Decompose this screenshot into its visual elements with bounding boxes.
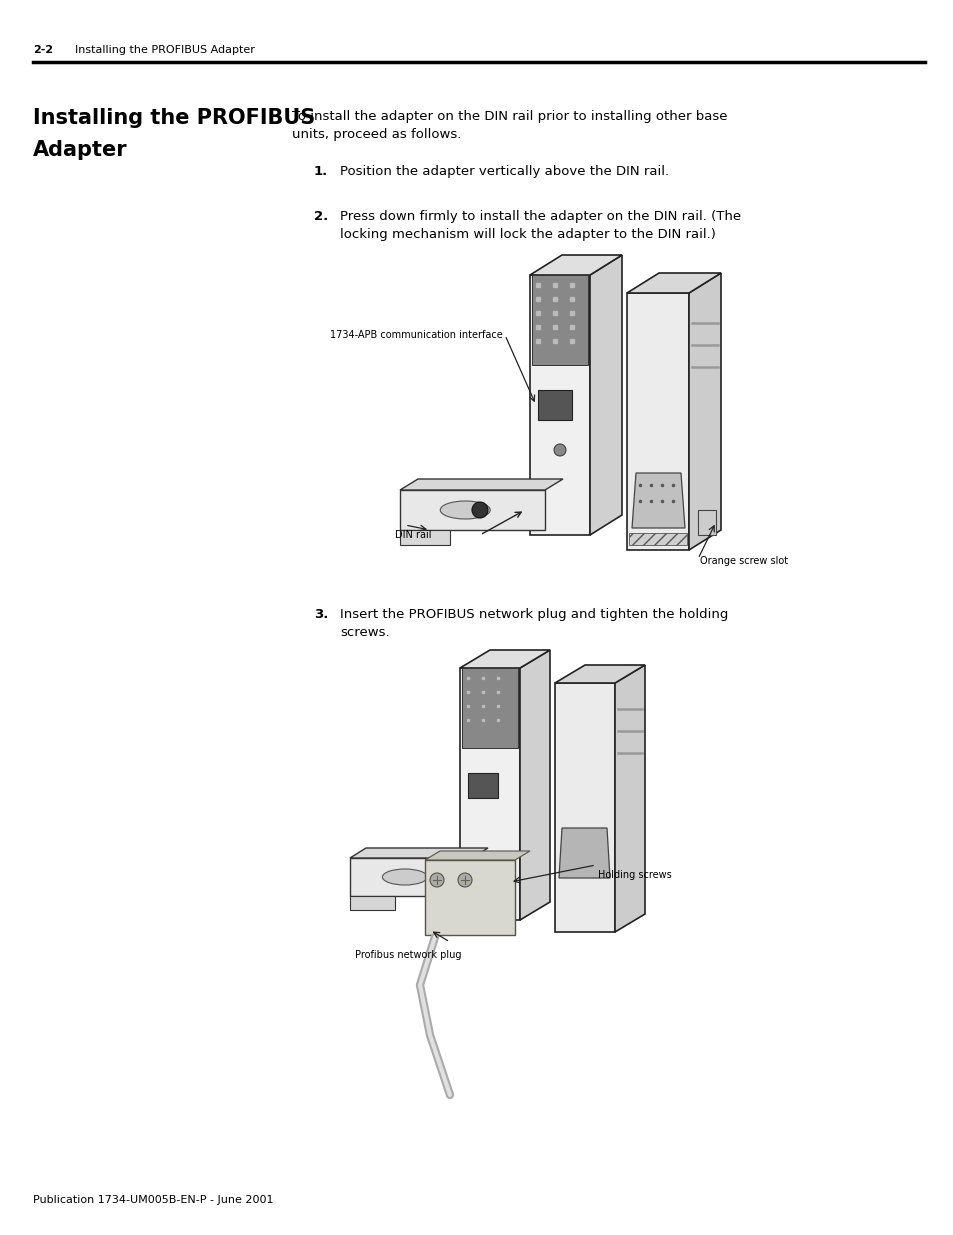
Text: Installing the PROFIBUS: Installing the PROFIBUS [33, 107, 314, 128]
Circle shape [554, 445, 565, 456]
Polygon shape [530, 275, 589, 535]
Polygon shape [615, 664, 644, 932]
Polygon shape [519, 650, 550, 920]
Ellipse shape [439, 501, 490, 519]
Text: locking mechanism will lock the adapter to the DIN rail.): locking mechanism will lock the adapter … [339, 228, 715, 241]
Text: Holding screws: Holding screws [598, 869, 671, 881]
Text: Profibus network plug: Profibus network plug [355, 950, 461, 960]
Polygon shape [350, 858, 472, 897]
Text: Position the adapter vertically above the DIN rail.: Position the adapter vertically above th… [339, 165, 668, 178]
Polygon shape [688, 273, 720, 550]
Text: Orange screw slot: Orange screw slot [700, 556, 787, 566]
Polygon shape [399, 530, 450, 545]
Polygon shape [350, 897, 395, 910]
Bar [468, 773, 497, 798]
Text: Installing the PROFIBUS Adapter: Installing the PROFIBUS Adapter [75, 44, 254, 56]
Polygon shape [459, 668, 519, 920]
Bar [698, 510, 716, 535]
Polygon shape [626, 273, 720, 293]
Polygon shape [424, 860, 515, 935]
Text: screws.: screws. [339, 626, 389, 638]
Text: DIN rail: DIN rail [395, 530, 431, 540]
Text: units, proceed as follows.: units, proceed as follows. [292, 128, 461, 141]
Polygon shape [530, 254, 621, 275]
Circle shape [430, 873, 443, 887]
Text: 2.: 2. [314, 210, 328, 224]
Circle shape [472, 501, 488, 517]
Text: Press down firmly to install the adapter on the DIN rail. (The: Press down firmly to install the adapter… [339, 210, 740, 224]
Text: 3.: 3. [314, 608, 328, 621]
Text: 1.: 1. [314, 165, 328, 178]
Polygon shape [399, 490, 544, 530]
Text: 2-2: 2-2 [33, 44, 53, 56]
Ellipse shape [382, 869, 427, 885]
Polygon shape [589, 254, 621, 535]
Bar [532, 275, 587, 366]
Text: To install the adapter on the DIN rail prior to installing other base: To install the adapter on the DIN rail p… [292, 110, 727, 124]
Circle shape [457, 873, 472, 887]
Polygon shape [350, 848, 488, 858]
Polygon shape [631, 473, 684, 529]
Text: 1734-APB communication interface: 1734-APB communication interface [330, 330, 502, 340]
Polygon shape [459, 650, 550, 668]
Polygon shape [399, 479, 562, 490]
Polygon shape [558, 827, 609, 878]
Text: Adapter: Adapter [33, 140, 128, 161]
Polygon shape [555, 683, 615, 932]
Polygon shape [626, 293, 688, 550]
Text: Insert the PROFIBUS network plug and tighten the holding: Insert the PROFIBUS network plug and tig… [339, 608, 727, 621]
Bar [461, 668, 517, 748]
Bar [537, 390, 572, 420]
Polygon shape [424, 851, 530, 860]
Text: Publication 1734-UM005B-EN-P - June 2001: Publication 1734-UM005B-EN-P - June 2001 [33, 1195, 274, 1205]
Bar [628, 534, 686, 545]
Polygon shape [555, 664, 644, 683]
